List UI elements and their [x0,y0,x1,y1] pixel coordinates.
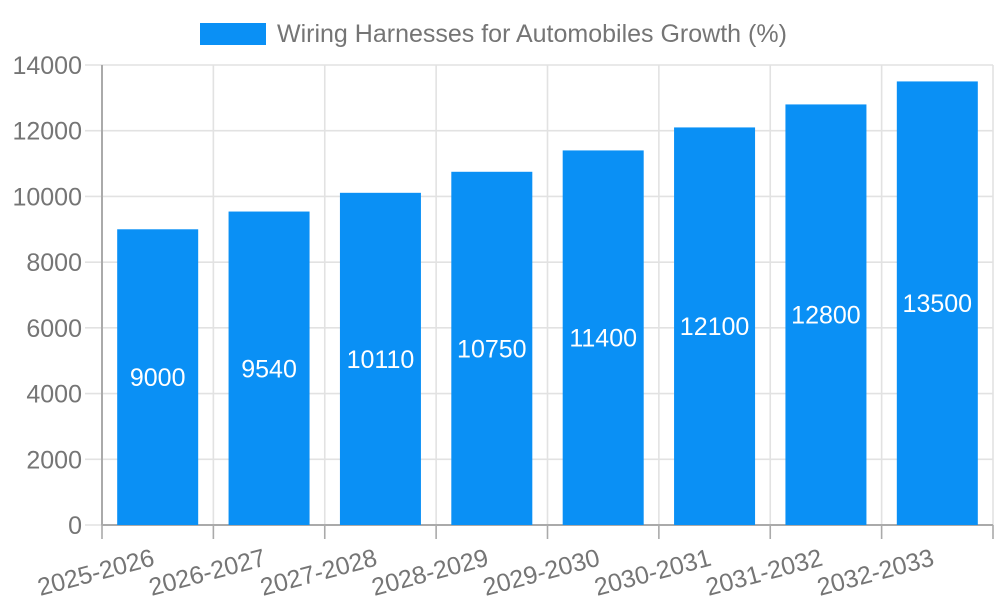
x-axis-tick-label: 2025-2026 [35,544,158,600]
plot-area: 0 2000 4000 6000 8000 10000 12000 14000 9000 2025… [12,52,994,600]
bar[interactable] [451,171,533,526]
y-axis-tick-label: 6000 [26,315,82,343]
bar[interactable] [896,81,978,525]
y-axis-tick-label: 10000 [12,183,82,211]
y-axis-tick-label: 8000 [26,249,82,277]
x-axis-tick-label: 2026-2027 [146,544,269,600]
bar-value-label: 13500 [903,290,973,318]
bar-value-label: 12800 [791,302,861,330]
y-axis-tick-label: 4000 [26,381,82,409]
x-axis-tick-label: 2030-2031 [591,544,714,600]
bar-value-label: 9540 [241,355,297,383]
y-axis-tick-label: 2000 [26,446,82,474]
x-axis-tick-label: 2028-2029 [369,544,492,600]
y-axis-tick-label: 0 [68,512,82,540]
x-axis-tick-label: 2031-2032 [703,544,826,600]
bar[interactable] [674,127,756,525]
x-axis-tick-label: 2029-2030 [480,544,603,600]
bar[interactable] [117,229,199,526]
bar[interactable] [785,104,867,525]
y-axis-tick-label: 14000 [12,52,82,80]
x-axis-tick-label: 2032-2033 [814,544,937,600]
legend-swatch[interactable] [200,23,266,45]
y-axis-tick-label: 12000 [12,118,82,146]
x-axis-tick-label: 2027-2028 [257,544,380,600]
bar-value-label: 10750 [457,335,527,363]
bar[interactable] [339,192,421,526]
bar[interactable] [228,211,310,526]
legend[interactable]: Wiring Harnesses for Automobiles Growth … [200,20,787,48]
bar-value-label: 10110 [347,346,415,374]
bar-value-label: 12100 [680,313,750,341]
bar-value-label: 11400 [569,325,637,353]
legend-label[interactable]: Wiring Harnesses for Automobiles Growth … [277,20,787,48]
bar[interactable] [562,150,644,525]
bar-value-label: 9000 [130,364,186,392]
